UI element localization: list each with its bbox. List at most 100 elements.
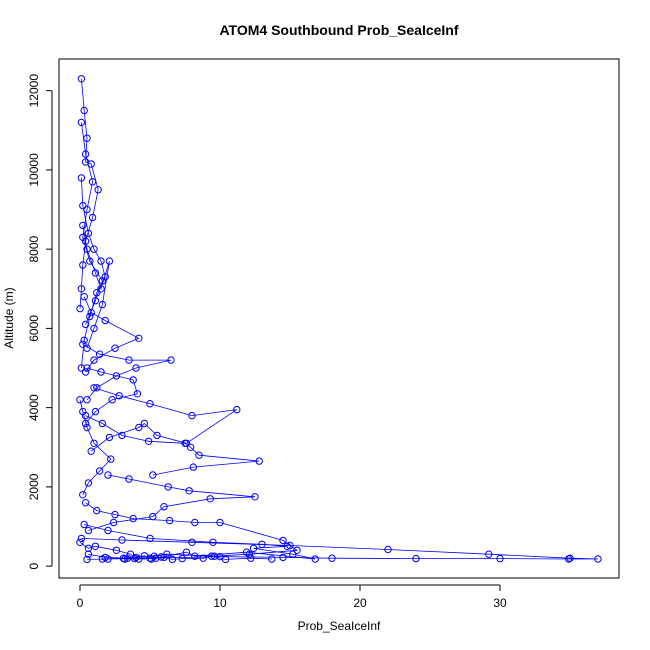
data-point <box>109 518 118 527</box>
data-point <box>84 544 93 552</box>
y-tick-label-1: 2000 <box>27 473 41 500</box>
profile-line-12 <box>88 553 272 560</box>
data-point <box>160 503 168 511</box>
data-point <box>93 384 101 392</box>
data-point <box>83 205 91 214</box>
data-point <box>135 423 143 432</box>
data-point <box>76 396 84 404</box>
data-point <box>98 419 107 428</box>
data-point <box>105 433 114 442</box>
data-point <box>79 340 87 348</box>
data-point <box>77 75 86 83</box>
data-point <box>80 336 88 344</box>
profile-line-7 <box>85 415 260 476</box>
profile-11 <box>77 534 602 564</box>
profile-line-14 <box>81 122 103 325</box>
profile-2 <box>79 221 114 352</box>
data-point <box>566 554 574 562</box>
data-point <box>77 364 86 372</box>
data-point <box>76 538 84 546</box>
data-point <box>199 554 207 562</box>
data-point <box>83 423 91 432</box>
data-point <box>126 550 135 558</box>
data-point <box>77 534 86 543</box>
y-tick-label-4: 8000 <box>27 235 41 262</box>
data-point <box>101 316 109 325</box>
x-axis-label: Prob_SeaIceInf <box>298 619 381 633</box>
data-point <box>76 304 84 313</box>
data-point <box>91 407 100 416</box>
data-point <box>95 350 104 358</box>
data-point <box>94 186 102 194</box>
data-point <box>168 555 177 564</box>
data-point <box>83 555 91 564</box>
y-tick-label-2: 4000 <box>27 394 41 421</box>
profile-line-11 <box>81 538 599 560</box>
data-point <box>206 495 214 503</box>
data-point <box>216 518 224 527</box>
profile-7 <box>81 411 263 479</box>
data-point <box>188 538 196 546</box>
data-point <box>207 552 216 560</box>
data-point <box>384 545 392 554</box>
profile-line-2 <box>82 225 110 349</box>
data-point <box>84 526 93 535</box>
profile-14 <box>77 118 107 329</box>
data-point <box>112 372 121 380</box>
data-point <box>249 544 258 552</box>
data-point <box>185 487 193 495</box>
y-tick-label-5: 10000 <box>27 153 41 187</box>
data-point <box>77 118 86 127</box>
y-tick-label-6: 12000 <box>27 74 41 108</box>
y-axis: 0 2000 4000 6000 8000 10000 12000 <box>27 74 53 569</box>
data-point <box>104 471 112 479</box>
data-point <box>125 475 133 483</box>
profile-3 <box>80 293 143 376</box>
data-point <box>181 439 189 447</box>
data-point <box>135 334 143 342</box>
data-point <box>81 368 90 376</box>
data-point <box>79 221 87 230</box>
data-point <box>80 293 88 301</box>
data-point <box>84 479 93 487</box>
data-point <box>146 534 154 543</box>
x-tick-label-1: 10 <box>213 596 227 610</box>
data-point <box>233 405 241 414</box>
data-point <box>83 396 91 404</box>
data-point <box>79 233 87 242</box>
data-point <box>149 471 157 479</box>
data-point <box>81 320 90 329</box>
profile-8 <box>84 471 259 535</box>
data-point <box>87 308 95 317</box>
y-axis-label: Altitude (m) <box>2 287 16 348</box>
data-point <box>79 407 87 416</box>
profile-15 <box>76 396 115 499</box>
data-point <box>594 555 602 563</box>
data-point <box>95 467 104 475</box>
profile-line-5 <box>85 367 138 424</box>
data-point <box>108 396 116 404</box>
data-point <box>564 555 573 563</box>
data-point <box>88 178 97 186</box>
data-point <box>97 257 105 265</box>
data-point <box>189 463 198 471</box>
plot-frame <box>58 58 620 579</box>
x-tick-label-3: 30 <box>493 596 507 610</box>
data-point <box>133 390 142 398</box>
data-point <box>115 392 123 400</box>
profile-line-6 <box>90 387 238 452</box>
profile-0 <box>76 75 102 313</box>
profile-line-0 <box>79 78 99 309</box>
data-point <box>81 419 90 428</box>
data-point <box>111 344 119 352</box>
data-point <box>164 483 172 491</box>
data-point <box>90 245 98 253</box>
x-tick-label-0: 0 <box>77 596 84 610</box>
data-point <box>91 297 100 305</box>
data-point <box>80 520 88 529</box>
y-tick-label-0: 0 <box>27 562 41 569</box>
data-point <box>496 554 504 563</box>
profile-13 <box>76 538 165 563</box>
data-point <box>144 437 153 445</box>
